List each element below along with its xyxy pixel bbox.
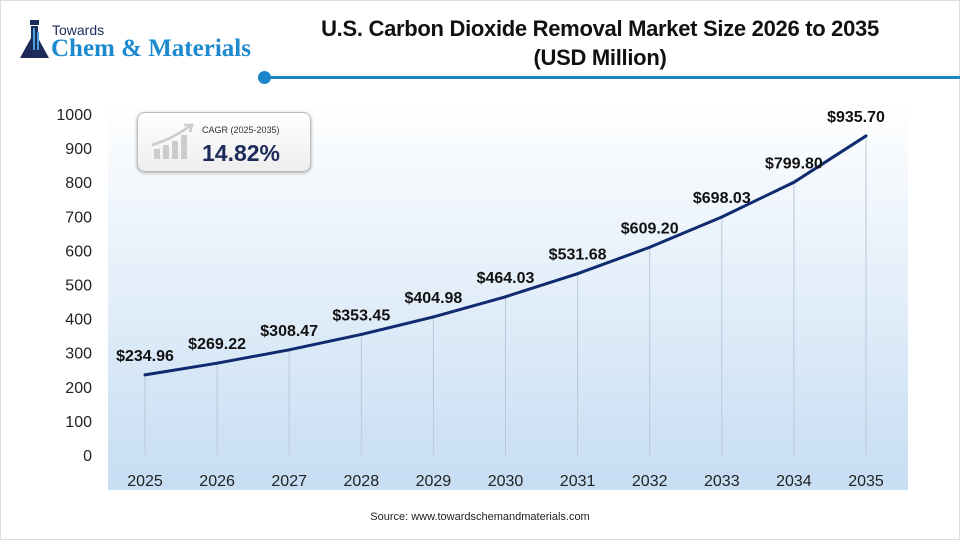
x-tick-label: 2030 (488, 473, 524, 490)
chart-title: U.S. Carbon Dioxide Removal Market Size … (270, 14, 930, 72)
y-tick-label: 300 (65, 346, 92, 363)
x-tick-label: 2035 (848, 473, 884, 490)
data-label: $609.20 (621, 220, 679, 237)
data-point (215, 361, 219, 365)
x-tick-label: 2033 (704, 473, 740, 490)
data-label: $531.68 (549, 247, 607, 264)
data-point (287, 348, 291, 352)
y-tick-label: 0 (83, 448, 92, 465)
data-point (576, 272, 580, 276)
growth-chart-icon (151, 123, 194, 159)
data-label: $353.45 (332, 307, 390, 324)
y-tick-label: 600 (65, 243, 92, 260)
data-label: $234.96 (116, 348, 174, 365)
rule-dot (258, 71, 271, 84)
y-tick-label: 500 (65, 278, 92, 295)
data-label: $269.22 (188, 336, 246, 353)
data-label: $935.70 (827, 109, 885, 126)
y-tick-label: 100 (65, 414, 92, 431)
data-label: $698.03 (693, 190, 751, 207)
x-tick-label: 2028 (344, 473, 380, 490)
y-tick-label: 700 (65, 209, 92, 226)
x-tick-label: 2032 (632, 473, 668, 490)
y-tick-label: 800 (65, 175, 92, 192)
logo-line2: Chem & Materials (51, 35, 251, 62)
data-label: $464.03 (477, 270, 535, 287)
logo: Towards Chem & Materials (18, 18, 251, 69)
cagr-label: CAGR (2025-2035) (202, 125, 280, 135)
data-point (864, 134, 868, 138)
x-tick-label: 2029 (416, 473, 452, 490)
data-point (143, 373, 147, 377)
title-rule (265, 76, 960, 79)
title-line2: (USD Million) (533, 45, 667, 70)
data-point (431, 315, 435, 319)
data-label: $404.98 (404, 290, 462, 307)
x-tick-label: 2026 (199, 473, 235, 490)
title-line1: U.S. Carbon Dioxide Removal Market Size … (321, 16, 879, 41)
data-point (504, 295, 507, 299)
y-tick-label: 900 (65, 141, 92, 158)
x-tick-label: 2027 (271, 473, 307, 490)
cagr-value: 14.82% (202, 140, 281, 166)
data-point (720, 215, 724, 219)
y-tick-label: 1000 (56, 107, 92, 124)
data-point (792, 180, 796, 184)
x-tick-label: 2025 (127, 473, 163, 490)
source-note: Source: www.towardschemandmaterials.com (370, 511, 590, 523)
data-label: $799.80 (765, 155, 823, 172)
x-tick-label: 2034 (776, 473, 812, 490)
x-tick-label: 2031 (560, 473, 596, 490)
data-label: $308.47 (260, 323, 318, 340)
y-tick-label: 200 (65, 380, 92, 397)
data-point (648, 245, 652, 249)
cagr-box: CAGR (2025-2035) 14.82% (137, 112, 311, 172)
logo-line1: Towards (52, 22, 105, 38)
data-point (359, 332, 363, 336)
y-tick-label: 400 (65, 312, 92, 329)
flask-icon (20, 20, 49, 58)
